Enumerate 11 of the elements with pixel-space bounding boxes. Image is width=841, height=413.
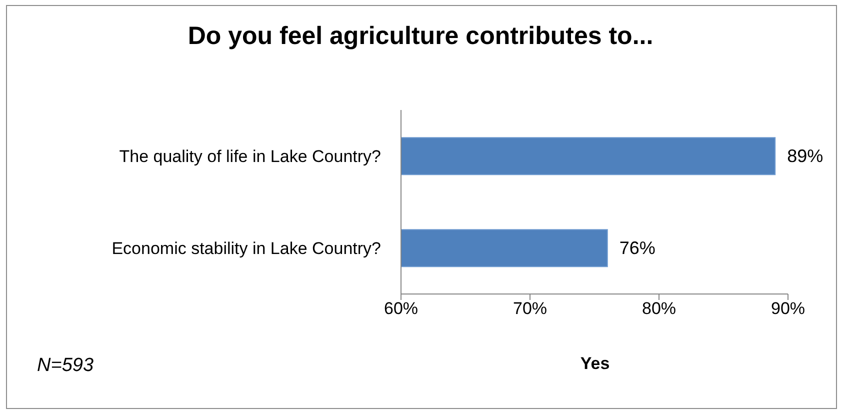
- x-tick-label: 80%: [642, 299, 676, 318]
- data-label: 89%: [787, 146, 824, 166]
- x-tick-label: 90%: [770, 299, 806, 318]
- x-axis-title: Yes: [579, 354, 611, 374]
- chart-title: Do you feel agriculture contributes to...: [186, 22, 654, 51]
- y-tick-label: Economic stability in Lake Country?: [112, 239, 381, 258]
- data-label: 76%: [619, 238, 656, 258]
- y-tick-label: The quality of life in Lake Country?: [119, 147, 381, 166]
- x-tick-label: 60%: [384, 299, 418, 318]
- x-tick-label: 70%: [512, 299, 548, 318]
- text: N=593: [37, 355, 94, 377]
